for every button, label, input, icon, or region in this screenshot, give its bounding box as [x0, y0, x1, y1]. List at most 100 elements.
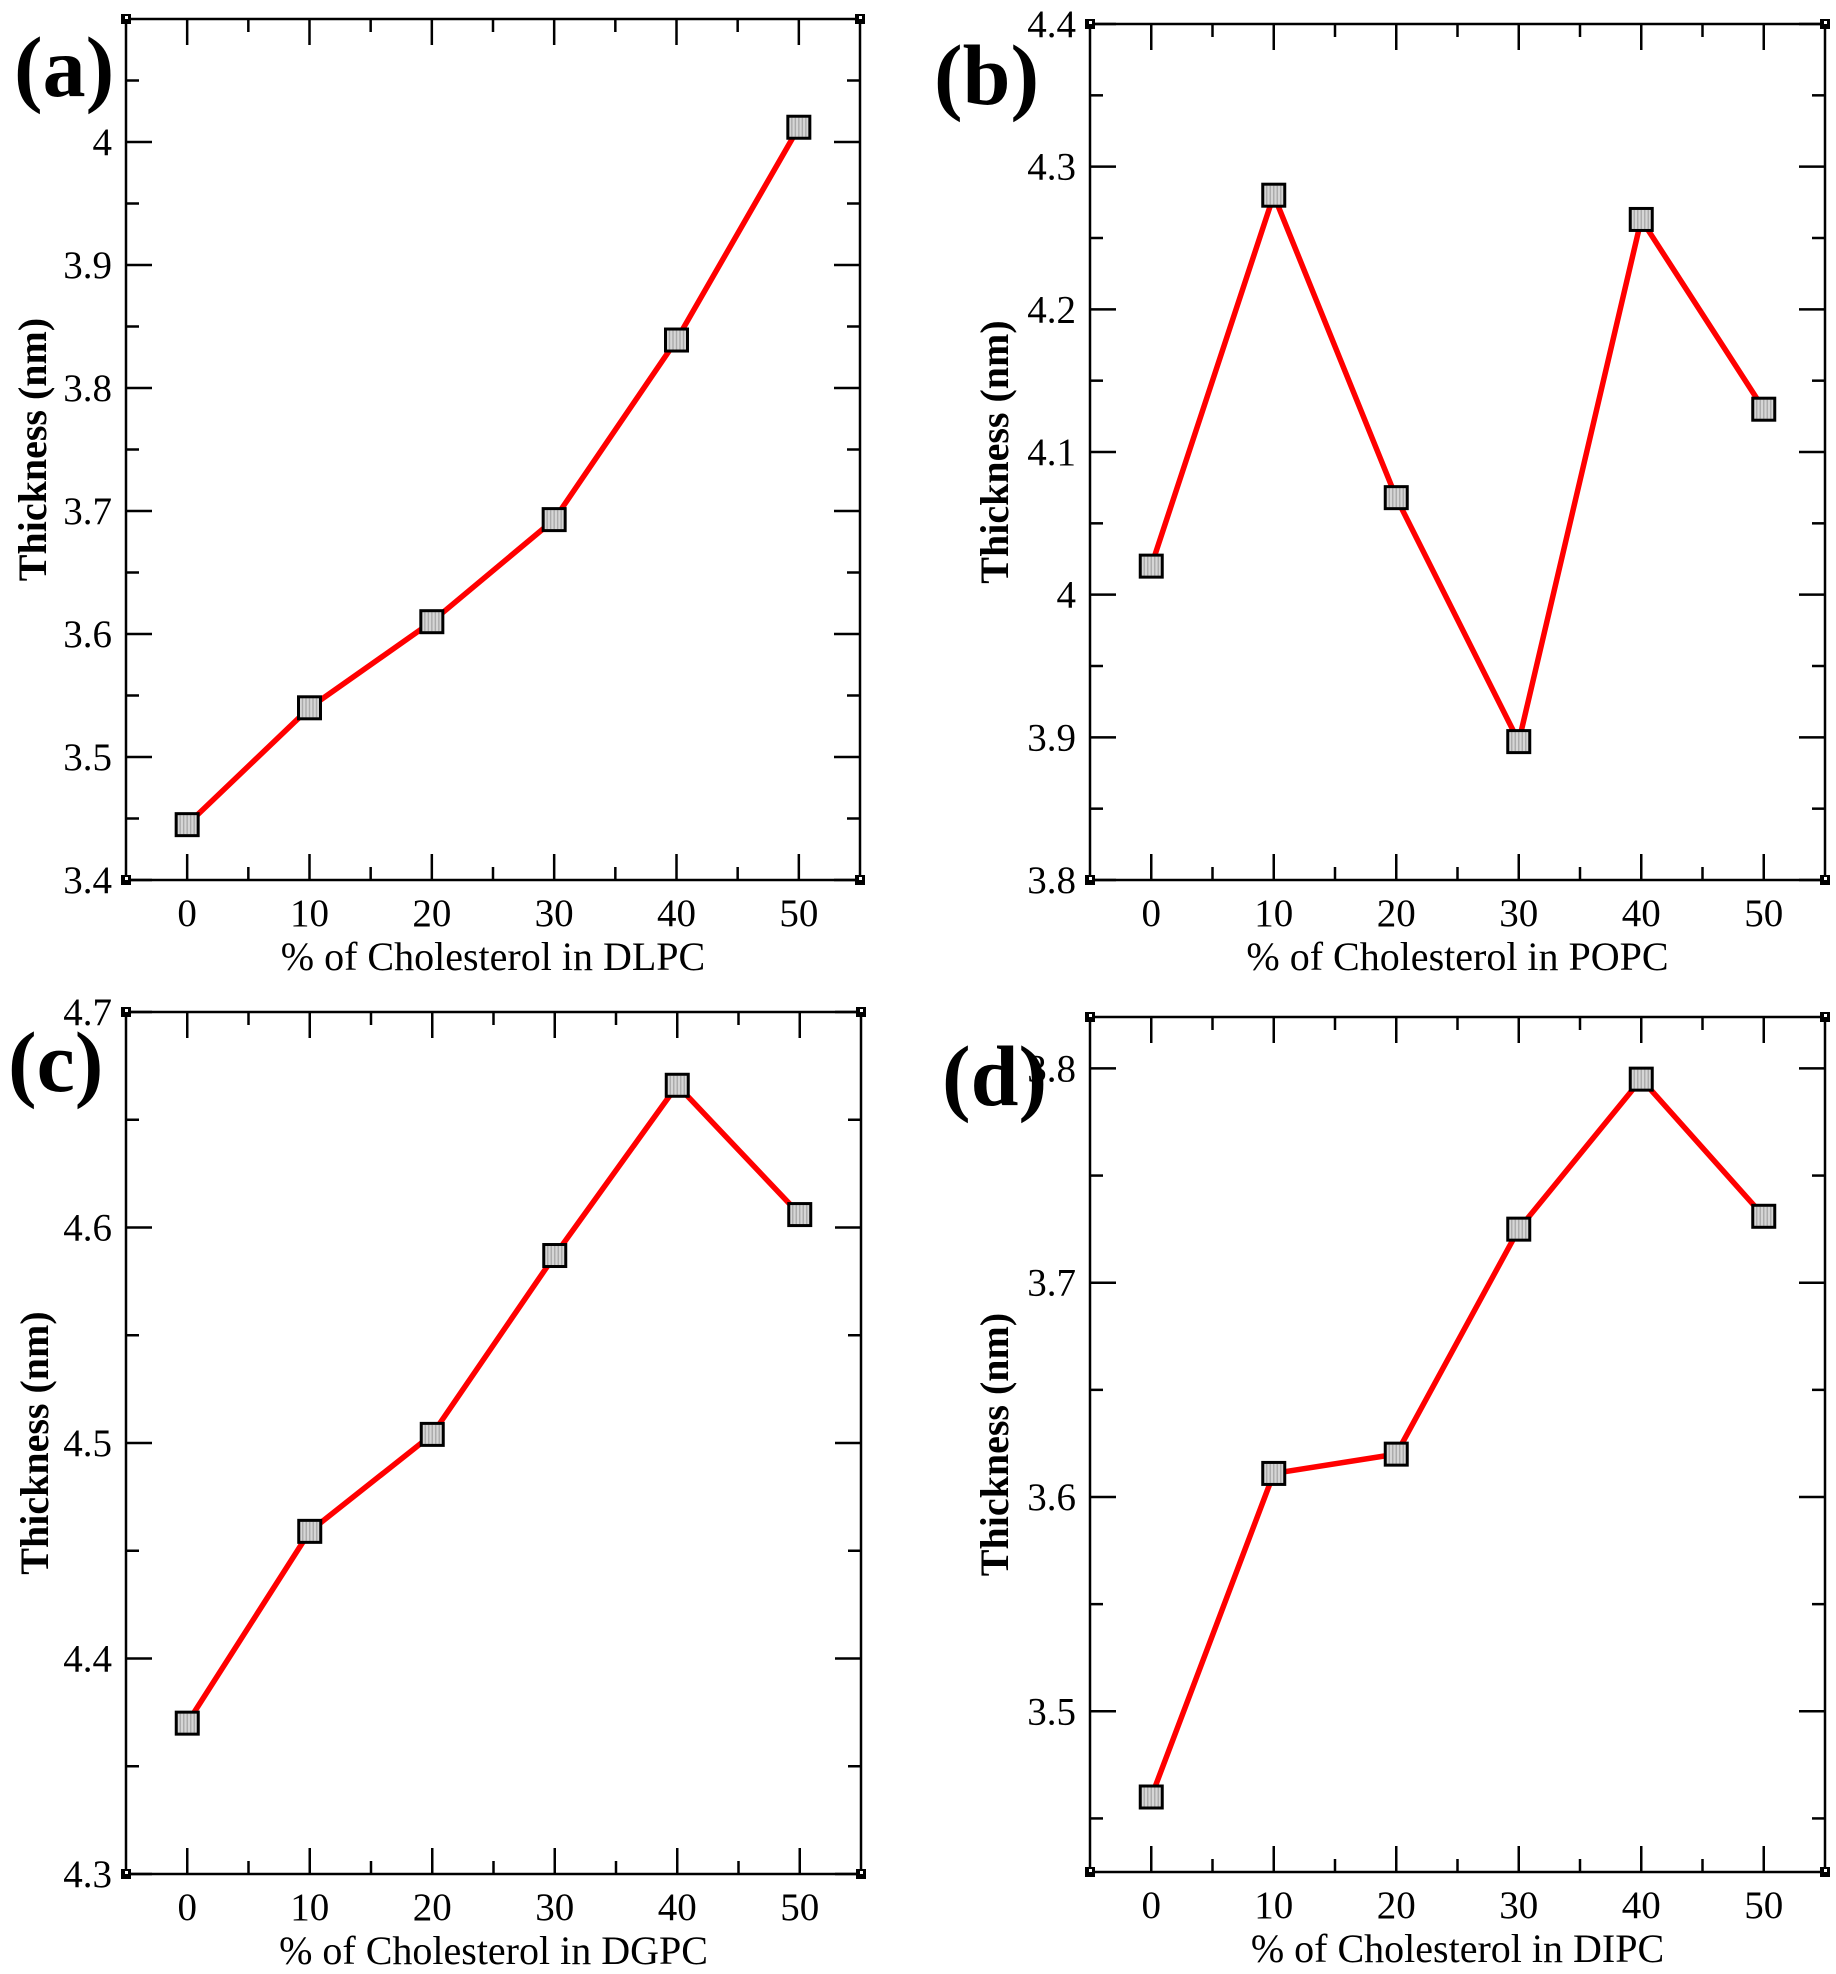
x-tick-label: 20	[412, 892, 451, 935]
y-tick-label: 4	[93, 121, 113, 164]
x-tick-label: 50	[1744, 1884, 1783, 1927]
frame-corner-handle-dot	[125, 1871, 128, 1874]
data-point-marker	[174, 1710, 200, 1736]
y-tick-label: 4.6	[63, 1207, 112, 1250]
x-tick-label: 20	[413, 1886, 452, 1929]
data-point-marker	[1628, 1066, 1654, 1092]
x-tick-label: 30	[1499, 1884, 1538, 1927]
chart-panel-b: 0 10 20 30 40 50 3.8 3.9 4 4.1 4.2 4.3 4.4 % of Chole…	[934, 3, 1830, 979]
data-series-line	[1148, 192, 1767, 745]
x-tick-label: 10	[290, 1886, 329, 1929]
panel-a: 0 10 20 30 40 50 3.4 3.5 3.6 3.7 3.8 3.9 4 % of Chole…	[0, 0, 918, 987]
data-point-marker	[1261, 182, 1287, 208]
x-axis-title: % of Cholesterol in DGPC	[279, 1928, 708, 1973]
x-tick-label: 0	[1142, 1884, 1162, 1927]
frame-corner-handle-dot	[1089, 877, 1092, 880]
panel-b: 0 10 20 30 40 50 3.8 3.9 4 4.1 4.2 4.3 4.4 % of Chole…	[918, 0, 1836, 987]
frame-corner-handle-dot	[1089, 21, 1092, 24]
frame-corner-handle-dot	[1824, 21, 1827, 24]
data-series-line	[1148, 1076, 1767, 1800]
data-point-marker	[664, 327, 689, 353]
y-tick-label: 4.5	[63, 1422, 112, 1465]
frame-corner-handle-dot	[1824, 1014, 1827, 1017]
y-tick-label: 3.6	[1027, 1476, 1076, 1519]
plot-frame	[1088, 22, 1827, 882]
chart-panel-a: 0 10 20 30 40 50 3.4 3.5 3.6 3.7 3.8 3.9 4 % of Chole…	[10, 14, 865, 979]
y-tick-label: 3.8	[63, 367, 112, 410]
frame-corner-handle-dot	[860, 1009, 863, 1012]
y-tick-label: 3.9	[63, 244, 112, 287]
data-point-marker	[542, 1243, 568, 1269]
y-tick-label: 3.7	[1027, 1262, 1076, 1305]
y-tick-label: 4.7	[63, 991, 112, 1034]
x-tick-label: 40	[1622, 1884, 1661, 1927]
data-point-marker	[1751, 396, 1777, 422]
frame-corner-handle-dot	[1824, 1869, 1827, 1872]
panel-label: (c)	[8, 1014, 103, 1110]
y-tick-label: 3.5	[1027, 1690, 1076, 1733]
panel-label: (d)	[942, 1028, 1047, 1124]
y-tick-label: 3.9	[1027, 716, 1076, 759]
data-point-marker	[787, 1202, 813, 1228]
data-point-marker	[1751, 1203, 1777, 1229]
x-axis-title: % of Cholesterol in POPC	[1246, 934, 1668, 979]
y-axis-title: Thickness (nm)	[972, 320, 1017, 583]
x-tick-label: 0	[177, 892, 197, 935]
chart-panel-d: 0 10 20 30 40 50 3.5 3.6 3.7 3.8 % of Cholesterol …	[942, 1012, 1830, 1971]
data-point-marker	[297, 1518, 323, 1544]
x-tick-label: 20	[1377, 892, 1416, 935]
y-tick-label: 3.5	[63, 736, 112, 779]
plot-frame	[124, 17, 862, 882]
y-tick-label: 3.7	[63, 490, 112, 533]
x-tick-label: 0	[178, 1886, 198, 1929]
y-tick-label: 4.2	[1027, 288, 1076, 331]
frame-corner-handle-dot	[1089, 1014, 1092, 1017]
frame-corner-handle-dot	[125, 877, 128, 880]
frame-corner-handle-dot	[859, 16, 862, 19]
panel-c: 0 10 20 30 40 50 4.3 4.4 4.5 4.6 4.7 % of Cholester…	[0, 987, 918, 1974]
x-tick-label: 20	[1377, 1884, 1416, 1927]
frame-corner-handle-dot	[860, 1871, 863, 1874]
y-tick-label: 4.3	[63, 1853, 112, 1896]
x-tick-label: 40	[657, 892, 696, 935]
x-tick-label: 50	[780, 1886, 819, 1929]
data-point-marker	[1628, 206, 1654, 232]
data-point-marker	[1383, 485, 1409, 511]
frame-corner-handle-dot	[859, 877, 862, 880]
x-tick-label: 50	[779, 892, 818, 935]
frame-corner-handle-dot	[125, 1009, 128, 1012]
data-point-marker	[419, 609, 445, 635]
x-axis-title: % of Cholesterol in DLPC	[281, 934, 705, 979]
data-point-marker	[786, 114, 812, 140]
y-tick-label: 3.4	[63, 859, 112, 902]
panel-label: (b)	[934, 27, 1039, 123]
frame-corner-handle-dot	[1089, 1869, 1092, 1872]
x-tick-label: 40	[1622, 892, 1661, 935]
x-tick-label: 50	[1744, 892, 1783, 935]
x-tick-label: 40	[658, 1886, 697, 1929]
x-tick-label: 30	[1499, 892, 1538, 935]
data-point-marker	[1261, 1460, 1287, 1486]
panel-d: 0 10 20 30 40 50 3.5 3.6 3.7 3.8 % of Cholesterol …	[918, 987, 1836, 1974]
y-tick-label: 3.8	[1027, 859, 1076, 902]
data-point-marker	[1383, 1441, 1409, 1467]
plot-frame	[1088, 1015, 1827, 1874]
data-series-line	[184, 1082, 803, 1726]
x-tick-label: 30	[535, 1886, 574, 1929]
data-point-marker	[541, 507, 567, 533]
panel-label: (a)	[14, 19, 114, 115]
y-tick-label: 4.3	[1027, 146, 1076, 189]
y-axis-title: Thickness (nm)	[12, 1311, 57, 1574]
frame-corner-handle-dot	[125, 16, 128, 19]
data-series-line	[184, 124, 802, 828]
y-tick-label: 4	[1057, 574, 1077, 617]
y-axis-title: Thickness (nm)	[972, 1313, 1017, 1576]
x-tick-label: 10	[1254, 892, 1293, 935]
x-axis-title: % of Cholesterol in DIPC	[1251, 1926, 1664, 1971]
x-tick-label: 30	[535, 892, 574, 935]
y-axis-title: Thickness (nm)	[10, 318, 55, 581]
data-point-marker	[419, 1421, 445, 1447]
y-tick-label: 3.6	[63, 613, 112, 656]
data-point-marker	[174, 812, 200, 838]
